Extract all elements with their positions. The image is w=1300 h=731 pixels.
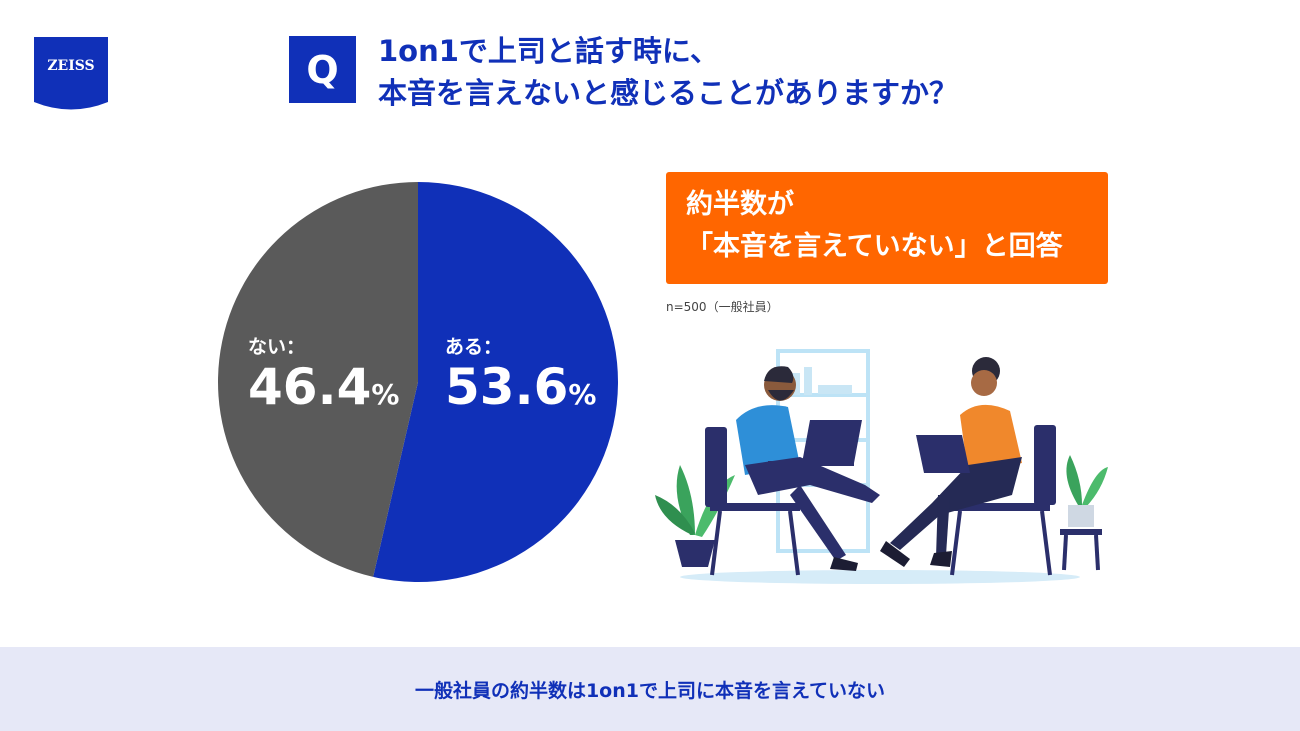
pie-slice-no [218,182,418,577]
question-title: 1on1で上司と話す時に、 本音を言えないと感じることがありますか？ [378,30,958,114]
logo-text: ZEISS [47,58,94,74]
slice-label-yes: ある： 53.6% [445,335,596,415]
callout-line-2: 「本音を言えていない」と回答 [686,231,1063,262]
slice-unit-yes: % [568,378,597,411]
slice-value-no: 46.4 [248,358,372,416]
footer-summary: 一般社員の約半数は1on1で上司に本音を言えていない [414,679,886,702]
slice-unit-no: % [371,378,400,411]
sample-size-note: n=500（一般社員） [666,300,779,314]
result-callout: 約半数が 「本音を言えていない」と回答 [666,172,1108,284]
pie-chart [218,182,618,582]
callout-line-1: 約半数が [686,189,794,220]
footer-banner: 一般社員の約半数は1on1で上司に本音を言えていない [0,647,1300,731]
question-line-2: 本音を言えないと感じることがありますか？ [378,76,959,110]
slice-category-no: ない： [248,336,306,358]
pie-slice-yes [373,182,618,582]
slice-value-yes: 53.6 [445,358,569,416]
meeting-illustration [655,349,1108,584]
question-badge: Q [289,36,356,103]
question-badge-label: Q [306,47,339,92]
slice-category-yes: ある： [445,336,503,358]
slice-label-no: ない： 46.4% [248,335,399,415]
zeiss-logo: ZEISS [34,37,108,110]
question-line-1: 1on1で上司と話す時に、 [378,34,720,68]
